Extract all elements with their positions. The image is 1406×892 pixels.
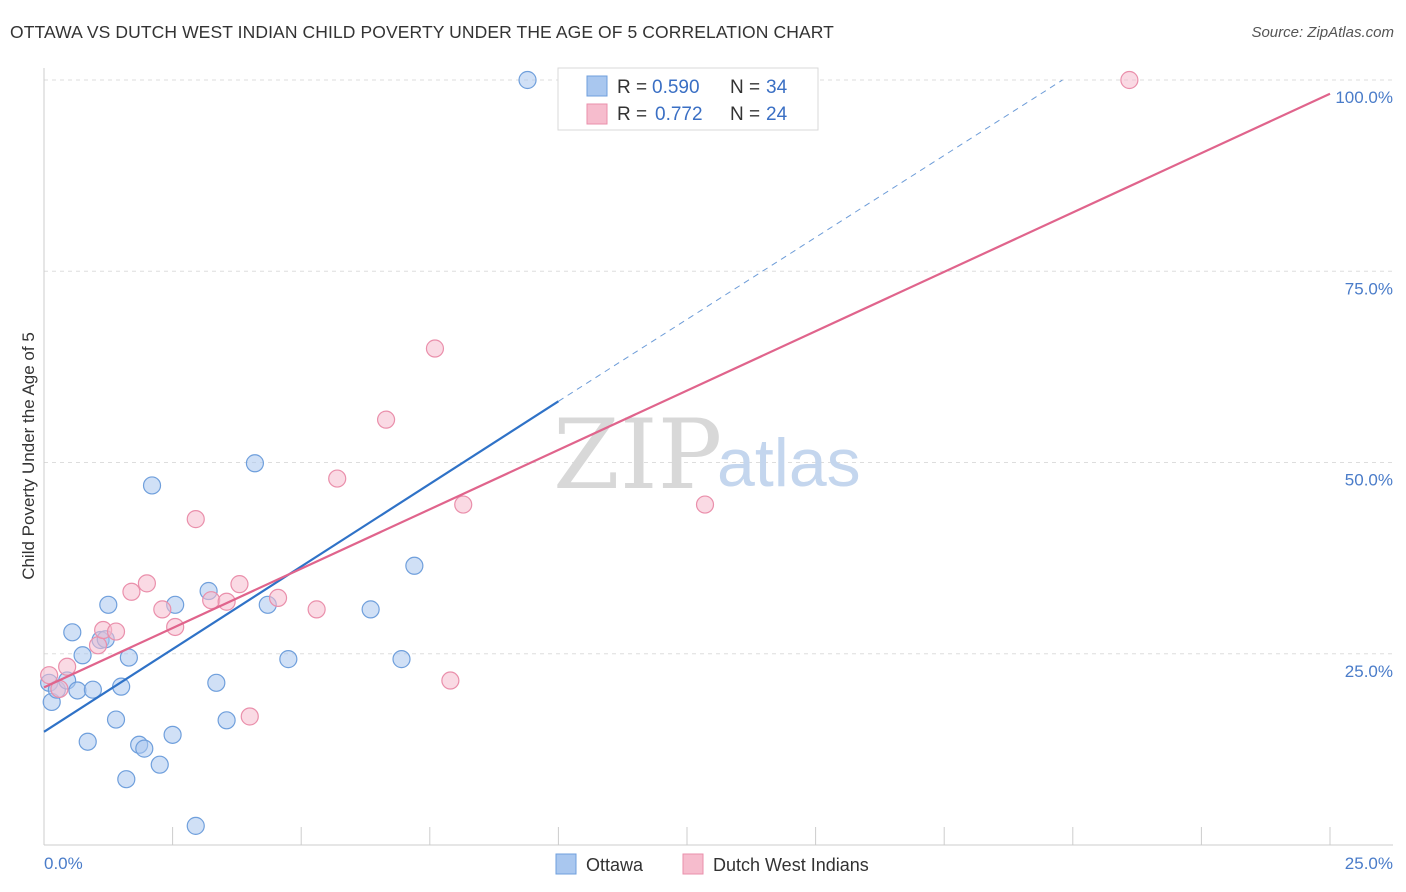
x-axis-ticks bbox=[43, 827, 1331, 845]
ottawa-point-12 bbox=[106, 710, 126, 729]
dwi-point-17 bbox=[328, 469, 347, 488]
ottawa-point-25 bbox=[217, 711, 236, 730]
dwi-point-3 bbox=[88, 636, 108, 655]
dwi-point-22 bbox=[695, 495, 715, 514]
legend-r-label-dwi: R = bbox=[617, 104, 647, 125]
chart-title: OTTAWA VS DUTCH WEST INDIAN CHILD POVERT… bbox=[10, 22, 834, 42]
y-tick-label-1: 50.0% bbox=[1345, 471, 1393, 490]
dwi-point-11 bbox=[202, 591, 221, 610]
legend-n-value-dwi: 24 bbox=[766, 104, 788, 125]
ottawa-point-22 bbox=[186, 816, 205, 835]
watermark-zip: ZIP bbox=[553, 399, 722, 511]
axes bbox=[43, 68, 1393, 846]
trend-lines bbox=[43, 79, 1331, 733]
legend-swatch-dwi bbox=[586, 103, 608, 125]
dwi-point-13 bbox=[230, 575, 249, 594]
ottawa-point-7 bbox=[78, 732, 97, 751]
legend-n-value-ottawa: 34 bbox=[766, 77, 788, 98]
ottawa-point-19 bbox=[150, 755, 169, 774]
data-points bbox=[40, 70, 1139, 835]
series-legend-label-dwi: Dutch West Indians bbox=[713, 855, 869, 875]
dwi-point-7 bbox=[137, 574, 156, 593]
dwi-point-5 bbox=[106, 622, 126, 641]
ottawa-point-5 bbox=[68, 681, 87, 700]
ottawa-point-29 bbox=[361, 600, 380, 619]
legend-swatch-ottawa bbox=[586, 75, 608, 97]
series-legend-label-ottawa: Ottawa bbox=[586, 855, 644, 875]
dwi-point-18 bbox=[376, 410, 396, 429]
trend-line-extension-0 bbox=[558, 79, 1063, 402]
ottawa-point-17 bbox=[135, 739, 154, 758]
ottawa-point-32 bbox=[518, 70, 537, 90]
dwi-point-20 bbox=[441, 671, 460, 690]
y-tick-label-3: 100.0% bbox=[1335, 88, 1393, 107]
watermark: ZIP atlas bbox=[553, 399, 861, 511]
dwi-point-15 bbox=[268, 588, 288, 608]
legend-n-label-dwi: N = bbox=[730, 104, 760, 125]
dwi-point-0 bbox=[40, 666, 59, 685]
y-tick-labels: 25.0% 50.0% 75.0% 100.0% bbox=[1335, 88, 1393, 681]
ottawa-point-30 bbox=[392, 650, 411, 669]
ottawa-point-31 bbox=[405, 556, 424, 575]
legend-r-value-ottawa: 0.590 bbox=[652, 77, 700, 98]
x-tick-label-max: 25.0% bbox=[1345, 854, 1393, 873]
series-legend-swatch-ottawa bbox=[555, 853, 577, 875]
ottawa-point-4 bbox=[63, 623, 82, 642]
dwi-point-10 bbox=[186, 510, 205, 529]
series-legend-swatch-dwi bbox=[682, 853, 704, 875]
chart-source: Source: ZipAtlas.com bbox=[1251, 24, 1394, 41]
legend-n-label-ottawa: N = bbox=[730, 77, 760, 98]
ottawa-point-18 bbox=[142, 476, 162, 495]
dwi-point-19 bbox=[425, 339, 445, 358]
ottawa-point-8 bbox=[83, 680, 102, 699]
dwi-point-8 bbox=[153, 600, 172, 619]
dwi-point-12 bbox=[217, 592, 236, 611]
stats-legend: R = 0.590 N = 34 R = 0.772 N = 24 bbox=[557, 67, 819, 131]
ottawa-point-14 bbox=[117, 770, 136, 789]
dwi-point-16 bbox=[307, 600, 326, 619]
ottawa-point-26 bbox=[245, 454, 265, 473]
series-legend: Ottawa Dutch West Indians bbox=[555, 853, 869, 875]
ottawa-point-6 bbox=[73, 646, 92, 665]
legend-r-value-dwi: 0.772 bbox=[655, 104, 703, 125]
ottawa-point-20 bbox=[163, 725, 182, 744]
y-tick-label-0: 25.0% bbox=[1345, 662, 1393, 681]
legend-r-label-ottawa: R = bbox=[617, 77, 647, 98]
y-axis-label: Child Poverty Under the Age of 5 bbox=[19, 332, 38, 580]
watermark-atlas: atlas bbox=[717, 425, 861, 501]
ottawa-point-11 bbox=[99, 595, 118, 614]
dwi-point-2 bbox=[58, 657, 77, 676]
x-tick-label-min: 0.0% bbox=[44, 854, 83, 873]
y-tick-label-2: 75.0% bbox=[1345, 279, 1393, 298]
dwi-point-23 bbox=[1120, 70, 1139, 90]
dwi-point-6 bbox=[122, 582, 141, 601]
ottawa-point-28 bbox=[279, 650, 298, 669]
trend-line-1 bbox=[43, 92, 1331, 689]
grid-lines bbox=[44, 79, 1393, 655]
trend-line-0 bbox=[43, 400, 559, 733]
dwi-point-21 bbox=[454, 495, 473, 514]
dwi-point-14 bbox=[240, 707, 259, 726]
ottawa-point-24 bbox=[207, 673, 226, 692]
